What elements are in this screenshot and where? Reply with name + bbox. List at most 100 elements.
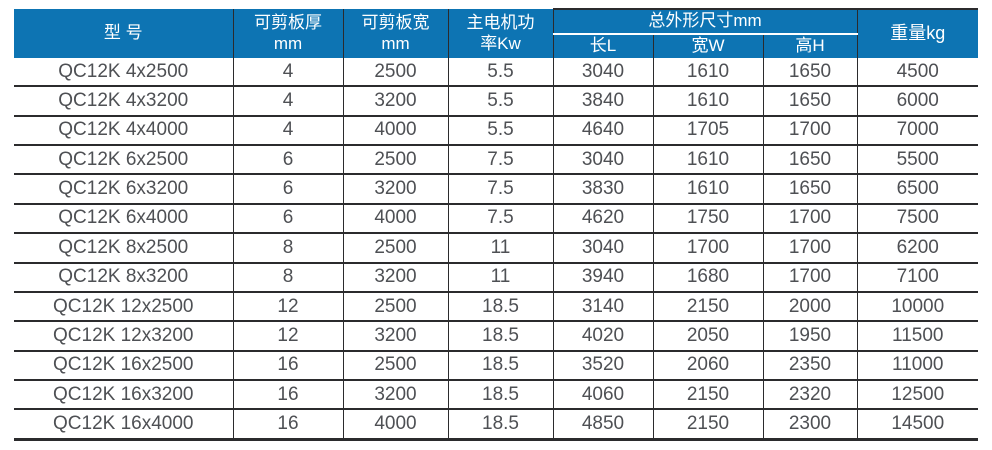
col-header-weight: 重量kg [856, 8, 978, 58]
cell-model: QC12K 4x3200 [14, 86, 233, 117]
cell-power: 18.5 [447, 321, 553, 352]
cell-length: 3940 [552, 262, 653, 293]
cell-max-width: 2500 [342, 233, 448, 264]
cell-power: 7.5 [447, 144, 553, 176]
table-row: QC12K 6x4000 6 4000 7.5 4620 1750 1700 7… [14, 203, 978, 235]
cell-weight: 10000 [856, 291, 978, 323]
cell-model: QC12K 6x4000 [14, 203, 233, 235]
cell-height: 2320 [762, 380, 857, 411]
table-row: QC12K 8x2500 8 2500 11 3040 1700 1700 62… [14, 233, 978, 264]
col-header-model: 型 号 [14, 9, 233, 58]
cell-max-width: 3200 [342, 262, 448, 293]
cell-max-width: 2500 [342, 144, 448, 176]
cell-width: 2060 [652, 350, 763, 382]
cell-model: QC12K 6x2500 [14, 144, 233, 176]
cell-model: QC12K 16x2500 [14, 350, 233, 382]
cell-power: 5.5 [447, 86, 553, 117]
cell-power: 18.5 [447, 350, 553, 382]
cell-width: 2150 [652, 380, 763, 411]
cell-model: QC12K 4x4000 [14, 115, 233, 146]
cell-model: QC12K 8x2500 [14, 233, 233, 264]
cell-max-width: 3200 [342, 321, 448, 352]
cell-power: 11 [447, 233, 553, 264]
cell-model: QC12K 12x2500 [14, 291, 233, 323]
cell-thickness: 12 [232, 291, 343, 323]
cell-height: 2350 [762, 350, 857, 382]
cell-model: QC12K 8x3200 [14, 262, 233, 293]
cell-width: 1610 [652, 58, 763, 88]
cell-weight: 5500 [856, 144, 978, 176]
cell-height: 1650 [762, 144, 857, 176]
table-row: QC12K 16x3200 16 3200 18.5 4060 2150 232… [14, 380, 978, 411]
cell-width: 2050 [652, 321, 763, 352]
cell-length: 3040 [552, 233, 653, 264]
cell-power: 5.5 [447, 58, 553, 88]
cell-length: 3140 [552, 291, 653, 323]
cell-thickness: 6 [232, 203, 343, 235]
cell-max-width: 2500 [342, 350, 448, 382]
cell-weight: 7000 [856, 115, 978, 146]
cell-max-width: 4000 [342, 203, 448, 235]
cell-width: 2150 [652, 291, 763, 323]
cell-height: 1700 [762, 115, 857, 146]
cell-weight: 12500 [856, 380, 978, 411]
cell-power: 18.5 [447, 409, 553, 442]
cell-thickness: 4 [232, 115, 343, 146]
table-row: QC12K 4x4000 4 4000 5.5 4640 1705 1700 7… [14, 115, 978, 146]
cell-max-width: 3200 [342, 174, 448, 205]
cell-model: QC12K 6x3200 [14, 174, 233, 205]
col-header-thickness: 可剪板厚 mm [232, 9, 343, 58]
cell-length: 4640 [552, 115, 653, 146]
cell-height: 1650 [762, 174, 857, 205]
header-row-2: 长L 宽W 高H [14, 34, 978, 58]
cell-weight: 6000 [856, 86, 978, 117]
cell-height: 1700 [762, 233, 857, 264]
table-row: QC12K 16x2500 16 2500 18.5 3520 2060 235… [14, 350, 978, 382]
cell-model: QC12K 12x3200 [14, 321, 233, 352]
cell-max-width: 2500 [342, 58, 448, 88]
cell-length: 4020 [552, 321, 653, 352]
cell-length: 4850 [552, 409, 653, 442]
cell-weight: 14500 [856, 409, 978, 442]
cell-max-width: 3200 [342, 380, 448, 411]
cell-length: 3520 [552, 350, 653, 382]
cell-model: QC12K 16x3200 [14, 380, 233, 411]
table-row: QC12K 4x2500 4 2500 5.5 3040 1610 1650 4… [14, 58, 978, 88]
col-header-width: 宽W [652, 34, 763, 58]
cell-height: 1650 [762, 86, 857, 117]
cell-width: 1750 [652, 203, 763, 235]
cell-thickness: 6 [232, 174, 343, 205]
table-row: QC12K 12x2500 12 2500 18.5 3140 2150 200… [14, 291, 978, 323]
cell-power: 5.5 [447, 115, 553, 146]
header-row-1: 型 号 可剪板厚 mm 可剪板宽 mm 主电机功 率Kw 总外形尺寸mm 重量k… [14, 8, 978, 58]
cell-power: 7.5 [447, 203, 553, 235]
cell-width: 1700 [652, 233, 763, 264]
cell-height: 2300 [762, 409, 857, 442]
cell-height: 1700 [762, 203, 857, 235]
cell-thickness: 12 [232, 321, 343, 352]
cell-thickness: 4 [232, 58, 343, 88]
cell-power: 18.5 [447, 380, 553, 411]
cell-thickness: 6 [232, 144, 343, 176]
col-header-height: 高H [762, 34, 857, 58]
cell-height: 1650 [762, 58, 857, 88]
col-header-length: 长L [552, 34, 653, 58]
cell-thickness: 16 [232, 380, 343, 411]
cell-max-width: 3200 [342, 86, 448, 117]
cell-thickness: 16 [232, 350, 343, 382]
table-row: QC12K 6x2500 6 2500 7.5 3040 1610 1650 5… [14, 144, 978, 176]
spec-table: 型 号 可剪板厚 mm 可剪板宽 mm 主电机功 率Kw 总外形尺寸mm 重量k… [14, 8, 978, 442]
table-row: QC12K 12x3200 12 3200 18.5 4020 2050 195… [14, 321, 978, 352]
cell-max-width: 4000 [342, 409, 448, 442]
cell-weight: 11500 [856, 321, 978, 352]
cell-length: 3830 [552, 174, 653, 205]
table-row: QC12K 8x3200 8 3200 11 3940 1680 1700 71… [14, 262, 978, 293]
cell-model: QC12K 16x4000 [14, 409, 233, 442]
cell-thickness: 16 [232, 409, 343, 442]
table-body: QC12K 4x2500 4 2500 5.5 3040 1610 1650 4… [14, 58, 978, 442]
cell-width: 1610 [652, 174, 763, 205]
cell-thickness: 8 [232, 233, 343, 264]
cell-width: 2150 [652, 409, 763, 442]
cell-height: 2000 [762, 291, 857, 323]
cell-max-width: 4000 [342, 115, 448, 146]
